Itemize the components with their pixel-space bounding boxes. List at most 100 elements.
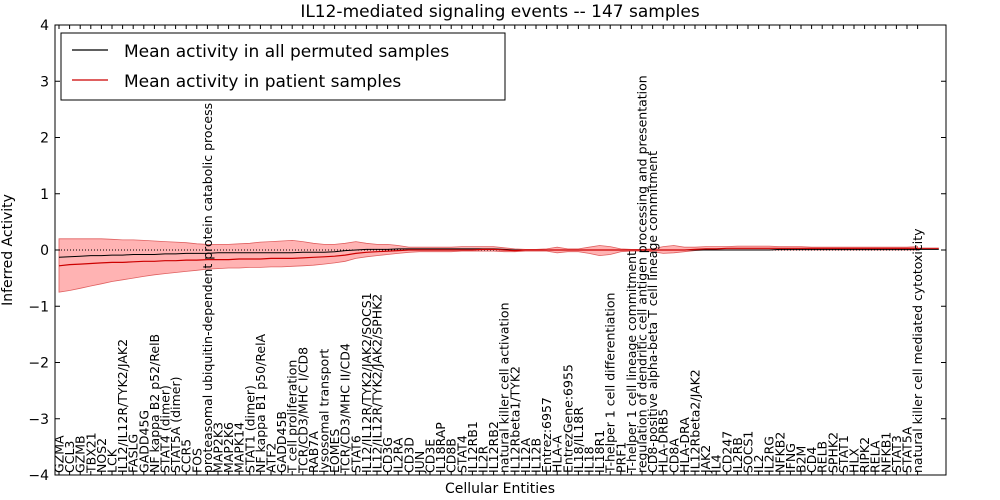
x-tick-label: CCR5 bbox=[179, 439, 194, 473]
x-tick-label: EntrezGene:6955 bbox=[560, 364, 575, 473]
x-tick-label: RELB bbox=[815, 441, 830, 473]
x-tick-label: Entrez:6957 bbox=[539, 397, 554, 473]
x-tick-label: NF kappa B2 p52/RelB bbox=[147, 334, 162, 473]
x-tick-label: IL12RB1 bbox=[465, 421, 480, 473]
x-tick-label: CD3E bbox=[423, 439, 438, 473]
x-tick-label: TCR/CD3/MHC II/CD4 bbox=[338, 343, 353, 474]
x-tick-label: lysosomal transport bbox=[317, 349, 332, 473]
x-tick-label: STAT6 bbox=[348, 435, 363, 473]
x-tick-label: proteasomal ubiquitin-dependent protein … bbox=[200, 103, 215, 473]
y-tick-label: 2 bbox=[40, 131, 49, 147]
x-tick-label: IL2RA bbox=[391, 437, 406, 473]
x-tick-label: GZMB bbox=[73, 435, 88, 473]
x-tick-label: LCK bbox=[105, 448, 120, 473]
x-tick-label: GADD45B bbox=[274, 411, 289, 473]
y-tick-label: −1 bbox=[28, 299, 49, 315]
y-tick-label: −2 bbox=[28, 356, 49, 372]
x-tick-label: FASLG bbox=[126, 434, 141, 473]
chart-title: IL12-mediated signaling events -- 147 sa… bbox=[300, 2, 700, 22]
x-tick-label: STAT3 bbox=[889, 435, 904, 473]
x-tick-label: IL2RB bbox=[730, 437, 745, 473]
x-tick-label: STAT4 bbox=[454, 435, 469, 473]
x-tick-label: NFKB2 bbox=[772, 432, 787, 473]
x-tick-label: HLA-DRA bbox=[677, 417, 692, 473]
x-tick-label: STAT4 (dimer) bbox=[158, 385, 173, 473]
x-tick-label: natural killer cell mediated cytotoxicit… bbox=[910, 228, 925, 473]
legend: Mean activity in all permuted samples Me… bbox=[60, 32, 506, 101]
y-axis: −4 −3 −2 −1 0 1 2 3 4 bbox=[28, 18, 946, 484]
x-tick-label: JAK2 bbox=[698, 445, 713, 474]
x-tick-label: PRF1 bbox=[613, 442, 628, 473]
x-tick-label: TCR/CD3/MHC I/CD8 bbox=[295, 347, 310, 474]
x-tick-label: STAT1 (dimer) bbox=[242, 385, 257, 473]
x-tick-label: IL12/IL12R/TYK2/JAK2/SOCS1 bbox=[359, 292, 374, 473]
x-tick-label: CD3G bbox=[380, 437, 395, 473]
y-tick-label: −3 bbox=[28, 412, 49, 428]
x-tick-label: IL2R bbox=[476, 445, 491, 473]
x-tick-label: IL18RAP bbox=[433, 422, 448, 473]
x-tick-label: IL4 bbox=[709, 454, 724, 473]
x-tick-label: IL12RB2 bbox=[486, 421, 501, 473]
x-tick-label: MAP2K6 bbox=[221, 422, 236, 473]
x-tick-label: T-helper 1 cell lineage commitment bbox=[624, 251, 639, 474]
x-tick-label: STAT5A (dimer) bbox=[168, 377, 183, 473]
x-tick-label: NOS2 bbox=[94, 438, 109, 473]
x-tick-label: CD3D bbox=[401, 437, 416, 473]
x-tick-label: IL12B bbox=[529, 438, 544, 473]
confidence-band bbox=[58, 238, 918, 293]
x-tick-label: MAPK14 bbox=[232, 422, 247, 473]
x-tick-label: RIPK2 bbox=[857, 437, 872, 473]
x-tick-label: IL12Rbeta1/TYK2 bbox=[507, 366, 522, 473]
y-tick-label: −4 bbox=[28, 468, 49, 484]
x-tick-label: RAB7A bbox=[306, 431, 321, 473]
x-tick-label: ATF2 bbox=[264, 443, 279, 473]
x-tick-label: IL12A bbox=[518, 437, 533, 473]
x-tick-label: HLX bbox=[847, 448, 862, 473]
x-tick-label: MAP2K3 bbox=[211, 422, 226, 473]
x-tick-label: NF kappa B1 p50/RelA bbox=[253, 333, 268, 473]
x-tick-label: T cell proliferation bbox=[285, 360, 300, 474]
x-tick-label: IFNG bbox=[783, 443, 798, 473]
y-tick-label: 0 bbox=[40, 243, 49, 259]
x-tick-label: CCL3 bbox=[62, 441, 77, 473]
plot-area bbox=[55, 238, 939, 293]
series-line-patient bbox=[58, 247, 939, 267]
x-tick-label: IL2RG bbox=[762, 436, 777, 473]
x-tick-label: STAT5A bbox=[900, 426, 915, 473]
y-tick-label: 3 bbox=[40, 74, 49, 90]
x-tick-label: B2M bbox=[794, 446, 809, 473]
x-tick-label: CD4 bbox=[804, 447, 819, 473]
x-tick-label: IL12/IL12R/TYK2/JAK2 bbox=[115, 339, 130, 473]
x-tick-label: IL2 bbox=[751, 454, 766, 473]
x-tick-label: HLA-A bbox=[550, 435, 565, 473]
x-tick-label: SPHK2 bbox=[825, 432, 840, 473]
x-tick-label: TBX21 bbox=[83, 432, 98, 474]
x-tick-label: IL18/IL18R bbox=[571, 407, 586, 473]
x-tick-label: STAT1 bbox=[836, 435, 851, 473]
y-tick-label: 4 bbox=[40, 18, 49, 34]
legend-label-permuted: Mean activity in all permuted samples bbox=[124, 42, 449, 62]
x-tick-label: IL18R1 bbox=[592, 430, 607, 473]
x-tick-label: NFKB1 bbox=[878, 432, 893, 473]
x-tick-label: CD8A bbox=[666, 438, 681, 473]
x-tick-label: RELA bbox=[868, 440, 883, 473]
x-tick-label: SOCS1 bbox=[741, 431, 756, 473]
x-tick-label: FOS bbox=[189, 448, 204, 473]
legend-box bbox=[60, 32, 506, 101]
y-tick-label: 1 bbox=[40, 187, 49, 203]
x-tick-label: IL12/IL12R/TYK2/JAK2/SPHK2 bbox=[370, 294, 385, 473]
x-tick-label: EOMES bbox=[327, 429, 342, 473]
x-tick-label: T-helper 1 cell differentiation bbox=[603, 293, 618, 474]
x-tick-label: CD8-positive alpha-beta T cell lineage c… bbox=[645, 151, 660, 473]
x-tick-label: CD247 bbox=[719, 431, 734, 473]
legend-label-patient: Mean activity in patient samples bbox=[124, 72, 401, 92]
x-axis-label: Cellular Entities bbox=[445, 481, 555, 497]
x-tick-label: natural killer cell activation bbox=[497, 302, 512, 473]
x-tick-label: GADD45G bbox=[136, 410, 151, 473]
x-tick-label: HLA-DRB5 bbox=[656, 409, 671, 473]
plot-frame bbox=[54, 24, 947, 476]
x-tick-labels: GZMACCL3GZMBTBX21NOS2LCKIL12/IL12R/TYK2/… bbox=[52, 25, 925, 475]
x-tick-label: IL12Rbeta2/JAK2 bbox=[688, 369, 703, 473]
x-tick-label: JUN bbox=[412, 451, 427, 474]
